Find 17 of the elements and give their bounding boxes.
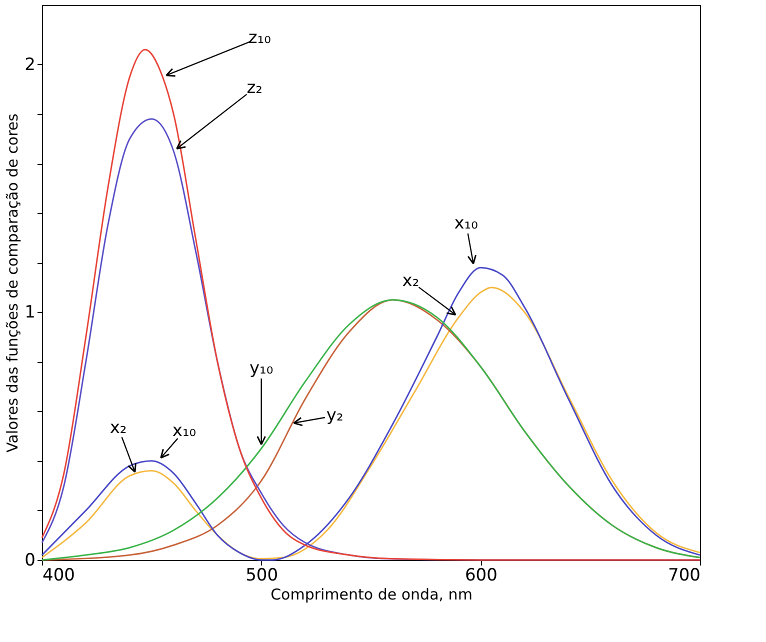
annotation: z₁₀ <box>248 28 272 48</box>
x-tick-label: 400 <box>42 566 75 586</box>
annotation: x₁₀ <box>172 420 196 441</box>
annotation: y₂ <box>326 406 344 426</box>
annotation: x₁₀ <box>454 214 478 234</box>
x-tick-label: 600 <box>464 566 498 586</box>
annotation: x₂ <box>402 271 420 292</box>
x-tick-label: 700 <box>668 566 700 586</box>
x-axis-title: Comprimento de onda, nm <box>270 586 472 604</box>
annotation: x₂ <box>110 418 127 438</box>
y-tick-label: 0 <box>24 550 36 570</box>
annotation: z₂ <box>246 78 262 98</box>
annotation: y₁₀ <box>249 358 274 379</box>
x-tick-label: 500 <box>246 566 278 586</box>
y-tick-label: 2 <box>24 54 36 75</box>
y-tick-label: 1 <box>24 302 36 323</box>
y-axis-title: Valores das funções de comparação de cores <box>4 113 22 452</box>
